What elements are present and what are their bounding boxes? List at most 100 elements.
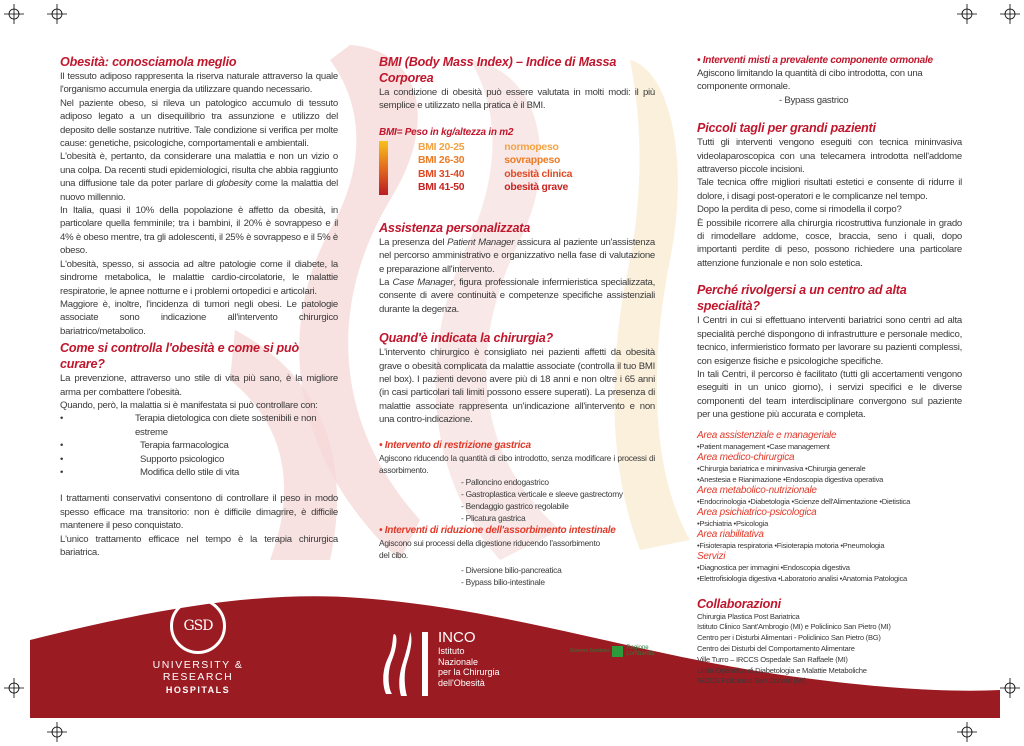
paragraph: Tutti gli interventi vengono eseguiti co… xyxy=(697,137,962,176)
area-line: •Endocrinologia •Diabetologia •Scienze d… xyxy=(697,496,911,506)
area-line: •Chirurgia bariatrica e mininvasiva •Chi… xyxy=(697,463,866,473)
red-band xyxy=(30,596,1000,718)
regione-text: Regione xyxy=(626,645,649,651)
heading-chirurgia: Quand'è indicata la chirurgia? xyxy=(379,331,554,346)
paragraph: Agiscono limitando la quantità di cibo i… xyxy=(697,68,923,93)
inco-swoosh-icon xyxy=(383,632,428,696)
procedure-list: - Palloncino endogastrico - Gastroplasti… xyxy=(379,476,655,524)
registration-mark xyxy=(1000,4,1020,24)
paragraph: Maggiore è, inoltre, l'incidenza di tumo… xyxy=(60,298,338,337)
registration-mark xyxy=(47,722,67,742)
area-title: Area medico-chirurgica xyxy=(697,451,795,463)
list-item: IRCCS Policlinico San Donato (MI) xyxy=(697,676,807,686)
inco-line: Istituto xyxy=(438,646,465,656)
list-item: Istituto Clinico Sant'Ambrogio (MI) e Po… xyxy=(697,622,891,632)
paragraph: Nel paziente obeso, si rileva un patolog… xyxy=(60,97,338,150)
list-item: - Bypass gastrico xyxy=(779,94,849,106)
registration-mark xyxy=(4,678,24,698)
inco-line: per la Chirurgia xyxy=(438,667,500,677)
bmi-formula: BMI= Peso in kg/altezza in m2 xyxy=(379,126,514,138)
list-item: • Modifica dello stile di vita xyxy=(60,466,240,478)
area-title: Area psichiatrico-psicologica xyxy=(697,506,817,518)
pink-swoosh xyxy=(299,45,420,560)
list-item: Centro per i Disturbi Alimentari - Polic… xyxy=(697,633,881,643)
paragraph: La prevenzione, attraverso uno stile di … xyxy=(60,373,338,398)
heading-assistenza: Assistenza personalizzata xyxy=(379,220,531,235)
list-item: - Bypass bilio-intestinale xyxy=(461,576,545,587)
column-2: BMI (Body Mass Index) – Indice di Massa … xyxy=(379,54,655,588)
subheading-restrizione: • Intervento di restrizione gastrica xyxy=(379,439,531,451)
gsd-name: UNIVERSITY & RESEARCH xyxy=(152,659,244,683)
subheading-assorbimento: • Interventi di riduzione dell'assorbime… xyxy=(379,524,616,536)
paragraph: L'unico trattamento efficace nel tempo è… xyxy=(60,533,338,558)
area-title: Area assistenziale e manageriale xyxy=(697,429,837,441)
subheading-misti: • Interventi misti a prevalente componen… xyxy=(697,55,933,66)
paragraph: Quando, però, la malattia si è manifesta… xyxy=(60,399,318,411)
list-item: - Palloncino endogastrico xyxy=(461,476,549,487)
registration-mark xyxy=(957,722,977,742)
list-item: - Gastroplastica verticale e sleeve gast… xyxy=(461,488,623,499)
heading-obesita: Obesità: conosciamola meglio xyxy=(60,55,237,69)
paragraph: In tali Centri, il percorso è facilitato… xyxy=(697,368,962,421)
heading-collaborazioni: Collaborazioni xyxy=(697,596,781,611)
registration-mark xyxy=(4,4,24,24)
paragraph: Tale tecnica offre migliori risultati es… xyxy=(697,177,962,202)
heading-bmi: BMI (Body Mass Index) – Indice di Massa … xyxy=(379,55,617,85)
area-line: •Elettrofisiologia digestiva •Laboratori… xyxy=(697,573,907,583)
collaborations-list: Chirurgia Plastica Post Bariatrica Istit… xyxy=(697,612,962,688)
registration-mark xyxy=(957,4,977,24)
paragraph: La condizione di obesità può essere valu… xyxy=(379,87,655,112)
list-item: Chirurgia Plastica Post Bariatrica xyxy=(697,611,800,621)
registration-mark xyxy=(47,4,67,24)
gsd-logo: GSD UNIVERSITY & RESEARCH HOSPITALS xyxy=(118,598,278,695)
list-item: Centro dei Disturbi del Comportamento Al… xyxy=(697,643,855,653)
paragraph: Il tessuto adiposo rappresenta la riserv… xyxy=(60,71,338,96)
inco-line: Nazionale xyxy=(438,656,479,667)
area-line: •Psichiatria •Psicologia xyxy=(697,518,769,528)
bmi-row: BMI 31-40 obesità clinica xyxy=(418,168,573,180)
list-item: Unità Operativa di Diabetologia e Malatt… xyxy=(697,665,867,675)
paragraph: L'obesità, spesso, si associa ad altre p… xyxy=(60,258,338,297)
bmi-row: BMI 26-30 sovrappeso xyxy=(418,155,561,167)
list-item: • Supporto psicologico xyxy=(60,453,225,465)
paragraph: È possibile ricorrere alla chirurgia ric… xyxy=(697,217,962,269)
list-item: - Bendaggio gastrico regolabile xyxy=(461,500,569,511)
paragraph: La Case Manager, figura professionale in… xyxy=(379,277,655,315)
treatment-list: • Terapia dietologica con diete sostenibi… xyxy=(60,412,338,479)
bmi-row: BMI 41-50 obesità grave xyxy=(418,182,569,194)
paragraph: In Italia, quasi il 10% della popolazion… xyxy=(60,205,338,257)
bmi-table: BMI 20-25 normopeso BMI 26-30 sovrappeso B… xyxy=(379,140,655,195)
column-1: Obesità: conosciamola meglio Il tessuto … xyxy=(60,54,338,559)
paragraph: L'intervento chirurgico è consigliato ne… xyxy=(379,347,655,426)
paragraph: Agiscono sui processi della digestione r… xyxy=(379,537,600,560)
paragraph: L'obesità è, pertanto, da considerare un… xyxy=(60,151,339,203)
area-title: Area metabolico-nutrizionale xyxy=(697,484,817,496)
inco-line: dell'Obesità xyxy=(438,677,485,688)
paragraph: La presenza del Patient Manager assicura… xyxy=(379,236,655,275)
gsd-subtitle: HOSPITALS xyxy=(165,685,231,695)
list-item: - Plicatura gastrica xyxy=(461,512,526,523)
pink-swoosh xyxy=(230,330,338,560)
procedure-list: - Diversione bilio-pancreatica - Bypass … xyxy=(379,564,655,588)
column-3: • Interventi misti a prevalente componen… xyxy=(697,54,962,687)
area-title: Servizi xyxy=(697,550,726,562)
inco-title: INCO xyxy=(438,629,476,646)
bmi-gradient-bar xyxy=(379,140,388,195)
list-item: Ville Turro – IRCCS Ospedale San Raffael… xyxy=(697,654,848,664)
paragraph: Agiscono riducendo la quantità di cibo i… xyxy=(379,452,655,475)
paragraph: I trattamenti conservativi consentono di… xyxy=(60,493,338,532)
gsd-monogram: GSD xyxy=(170,598,226,654)
regione-small: Sistema Sanitario xyxy=(570,648,610,654)
paragraph: Dopo la perdita di peso, come si rimodel… xyxy=(697,204,902,216)
area-line: •Anestesia e Rianimazione •Endoscopia di… xyxy=(697,474,884,484)
regione-text: Lombardia xyxy=(626,651,655,657)
list-item: • Terapia dietologica con diete sostenibi… xyxy=(60,413,317,438)
area-line: •Fisioterapia respiratoria •Fisioterapia… xyxy=(697,540,885,550)
regione-cross-icon xyxy=(612,645,624,657)
list-item: - Diversione bilio-pancreatica xyxy=(461,564,562,575)
heading-piccoli-tagli: Piccoli tagli per grandi pazienti xyxy=(697,121,876,136)
bmi-row: BMI 20-25 normopeso xyxy=(418,141,559,153)
pink-swoosh xyxy=(435,60,560,560)
paragraph: I Centri in cui si effettuano interventi… xyxy=(697,315,962,367)
inco-logo: INCO Istituto Nazionale per la Chirurgia… xyxy=(380,630,500,698)
